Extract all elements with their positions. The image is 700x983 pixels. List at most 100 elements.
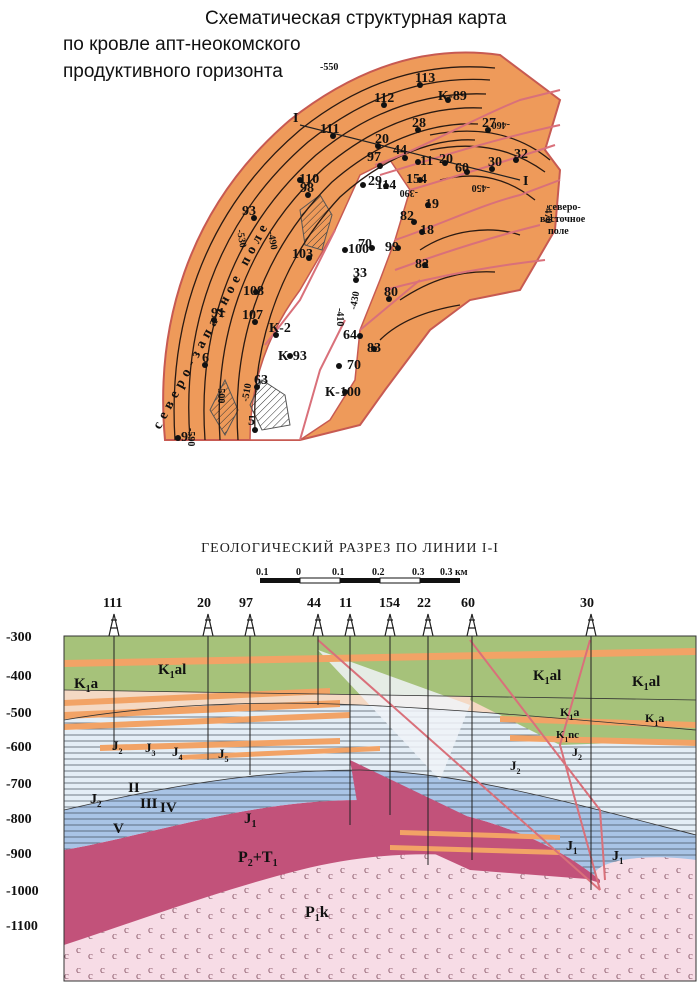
well-label: 5	[248, 414, 255, 429]
well-top-label: 97	[239, 596, 253, 611]
contour-label: -390	[400, 187, 418, 198]
contour-label: -470	[542, 205, 553, 223]
well-label: 32	[514, 147, 528, 162]
contour-label: -590	[185, 428, 196, 446]
section-faults	[317, 639, 606, 891]
hatched-area-2	[249, 379, 291, 431]
scale-tick: 0.3	[412, 567, 425, 578]
unit-label: P2+T1	[238, 849, 278, 869]
unit-label: J5	[218, 746, 229, 764]
contour-label: -550	[320, 62, 338, 73]
depth-tick-label: -300	[6, 630, 32, 645]
map-title-line2: по кровле апт-неокомского	[63, 34, 301, 55]
depth-tick-label: -1000	[6, 884, 39, 899]
well-label: 99	[385, 240, 399, 255]
depth-tick-label: -1100	[6, 919, 38, 934]
unit-label: K1a	[645, 711, 664, 728]
zone-label-northeast-1: северо-	[548, 202, 581, 213]
fault-lines	[264, 89, 561, 441]
roman-label: II	[128, 780, 140, 796]
contour-label: -460	[492, 119, 510, 130]
layer-cretaceous-right	[470, 636, 696, 745]
well-marker	[402, 155, 408, 161]
well-marker	[371, 346, 377, 352]
well-label: 103	[292, 247, 313, 262]
well-label: 18	[420, 223, 434, 238]
well-top-label: 20	[197, 596, 211, 611]
well-marker	[377, 163, 383, 169]
unit-label: J1	[612, 849, 624, 866]
scale-tick: 0.1	[256, 567, 269, 578]
unit-label: K1a	[74, 676, 99, 695]
well-label: 97	[367, 150, 381, 165]
well-marker	[419, 229, 425, 235]
well-marker	[415, 159, 421, 165]
well-label: К-2	[269, 321, 291, 336]
roman-label: V	[113, 821, 124, 837]
unit-label: J2	[112, 738, 123, 756]
structural-map: I I северо-западное поле северо- восточн…	[150, 51, 586, 446]
depth-tick-label: -900	[6, 847, 32, 862]
unit-label: K1a	[560, 705, 579, 722]
scale-tick: 0	[296, 567, 301, 578]
well-label: 60	[455, 161, 469, 176]
contour-label: -530	[234, 229, 248, 249]
section-line	[299, 124, 521, 181]
well-marker	[252, 319, 258, 325]
depth-tick-label: -700	[6, 777, 32, 792]
well-label: 111	[320, 122, 339, 137]
zone-label-northeast-2: восточное	[540, 214, 586, 225]
well-marker	[202, 362, 208, 368]
depth-tick-label: -400	[6, 669, 32, 684]
well-marker	[485, 127, 491, 133]
derrick-icon	[466, 613, 478, 637]
well-label: 107	[242, 308, 263, 323]
well-label: 113	[415, 71, 435, 86]
well-label: 108	[243, 284, 264, 299]
unit-label: J3	[145, 740, 156, 758]
roman-labels: II III IV V	[113, 780, 177, 837]
scale-tick: 0.2	[372, 567, 385, 578]
well-marker	[305, 192, 311, 198]
contour-label: -450	[472, 182, 490, 193]
well-label: 28	[412, 116, 426, 131]
unit-label: K1al	[533, 668, 561, 687]
well-label: 33	[353, 266, 367, 281]
scale-tick: 0.3 км	[440, 567, 468, 578]
layer-p2t1	[64, 800, 600, 945]
well-label: 44	[393, 143, 407, 158]
unit-label: J2	[90, 792, 102, 809]
well-marker	[175, 435, 181, 441]
well-marker	[251, 215, 257, 221]
well-label: 27	[482, 116, 496, 131]
section-title: ГЕОЛОГИЧЕСКИЙ РАЗРЕЗ ПО ЛИНИИ I-I	[201, 541, 499, 556]
well-label: 19	[425, 197, 439, 212]
well-marker	[442, 160, 448, 166]
well-top-label: 111	[103, 596, 122, 611]
zone-label-northeast-3: поле	[548, 226, 569, 237]
derrick-icon	[384, 613, 396, 637]
derrick-icon	[585, 613, 597, 637]
derrick-icon	[422, 613, 434, 637]
fault-wedge	[318, 650, 470, 780]
well-marker	[369, 245, 375, 251]
well-top-label: 44	[307, 596, 321, 611]
well-label: 82	[415, 257, 429, 272]
well-marker	[425, 202, 431, 208]
unit-label: P1k	[305, 904, 329, 924]
well-marker	[336, 363, 342, 369]
well-label: 20	[439, 152, 453, 167]
roman-label: IV	[160, 800, 177, 816]
well-label: 83	[367, 341, 381, 356]
derrick-icon	[312, 613, 324, 637]
unit-label: J4	[172, 744, 183, 762]
well-marker	[330, 133, 336, 139]
contour-label: -500	[215, 385, 226, 403]
well-label: 30	[488, 155, 502, 170]
scale-tick: 0.1	[332, 567, 345, 578]
well-top-label: 11	[339, 596, 352, 611]
unit-label: J1	[244, 811, 257, 830]
depth-tick-label: -800	[6, 812, 32, 827]
